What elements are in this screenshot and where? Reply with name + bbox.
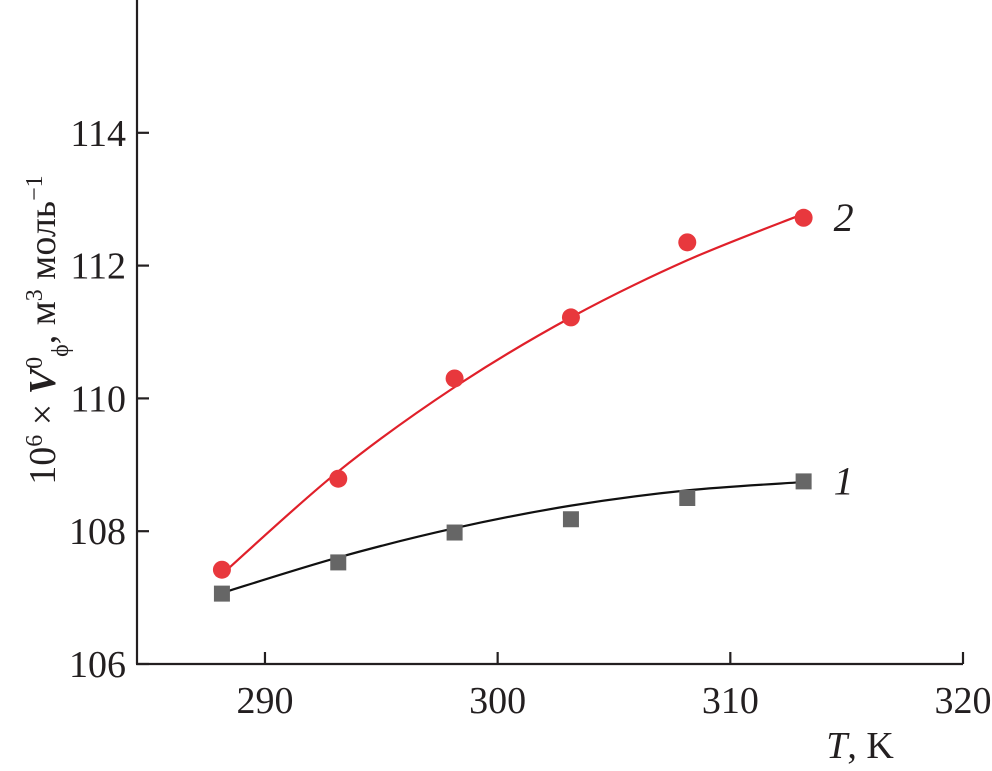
x-tick-label-0: 290 xyxy=(236,680,293,722)
series-2-point-5 xyxy=(794,208,813,227)
series-1-label: 1 xyxy=(834,458,854,503)
y-tick-label-1: 108 xyxy=(69,511,126,553)
y-axis-unit-rest: моль xyxy=(22,201,64,289)
series-1-point-3 xyxy=(562,511,579,528)
y-tick-label-4: 114 xyxy=(70,113,126,155)
y-tick-label-3: 112 xyxy=(70,246,126,288)
y-axis-prefix-sup: 6 xyxy=(22,435,48,447)
y-axis-title: 106 × V0ϕ, м3 моль−1 xyxy=(22,175,74,484)
fit-curves xyxy=(221,212,805,595)
y-tick-label-0: 106 xyxy=(69,644,126,686)
series-2-point-1 xyxy=(329,469,348,488)
series-2-label: 2 xyxy=(834,195,854,240)
y-axis-unit-rest-sup: −1 xyxy=(22,175,48,201)
x-tick-label-1: 300 xyxy=(469,680,526,722)
x-tick-label-2: 310 xyxy=(702,680,759,722)
y-axis-var: V xyxy=(22,366,64,394)
series-2-point-0 xyxy=(212,560,231,579)
series-1-point-2 xyxy=(446,524,463,541)
y-axis-var-sup: 0 xyxy=(22,357,48,369)
y-tick-label-2: 110 xyxy=(70,378,126,420)
x-axis-unit: , K xyxy=(847,725,894,767)
x-axis-title: T, K xyxy=(826,725,894,767)
series-1-point-1 xyxy=(330,554,347,571)
y-axis-var-sub: ϕ xyxy=(48,344,74,357)
axes xyxy=(135,0,963,666)
y-axis-prefix: 10 xyxy=(22,447,64,485)
y-axis-times: × xyxy=(22,394,64,434)
series-2-point-4 xyxy=(678,233,697,252)
y-axis-unit: , м xyxy=(22,301,64,344)
series-2-point-3 xyxy=(561,308,580,327)
series-labels: 12 xyxy=(834,195,854,504)
series-2-point-2 xyxy=(445,369,464,388)
series-1-point-5 xyxy=(795,473,812,490)
x-tick-label-3: 320 xyxy=(935,680,992,722)
x-axis-var: T xyxy=(826,725,850,767)
series-2-fit-curve xyxy=(221,212,805,576)
ticks: 290 300 310 320 106 108 110 112 114 xyxy=(69,113,992,722)
series-1-point-4 xyxy=(679,490,696,506)
y-axis-unit-sup: 3 xyxy=(22,289,48,301)
data-points xyxy=(212,208,813,602)
series-1-fit-curve xyxy=(221,480,804,595)
series-1-point-0 xyxy=(213,585,230,602)
